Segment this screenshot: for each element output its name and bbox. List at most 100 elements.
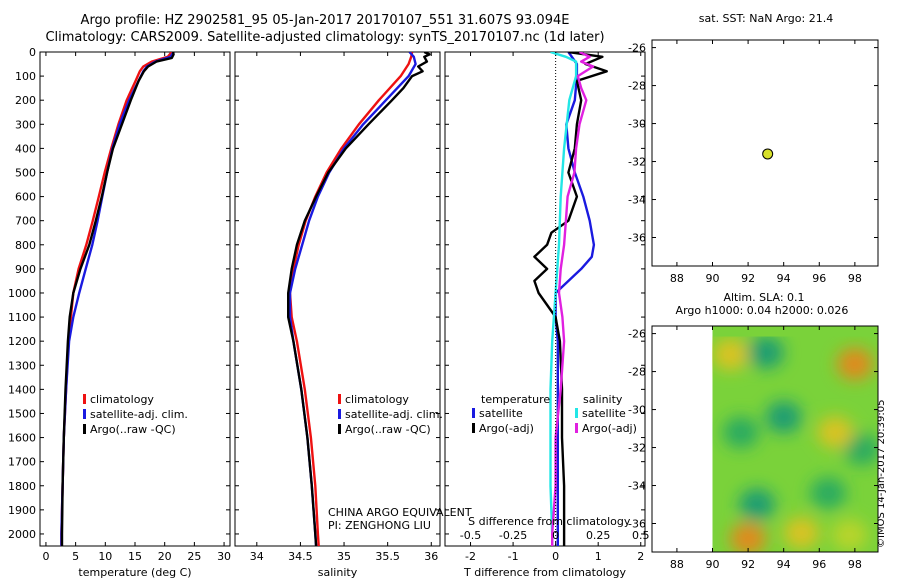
difference-xtick-label: -2 (465, 550, 476, 563)
difference-series-2 (533, 52, 608, 546)
sst-map-xtick-label: 96 (812, 272, 826, 285)
temperature-legend-label: climatology (90, 393, 154, 406)
sla-heatmap-feature (810, 477, 847, 510)
temperature-ytick-label: 900 (15, 263, 36, 276)
temperature-xtick-label: 0 (42, 550, 49, 563)
sla-heatmap-feature (843, 433, 878, 466)
salinity-legend-label: climatology (345, 393, 409, 406)
temperature-panel: 0100200300400500600700800900100011001200… (8, 46, 231, 579)
sst-map-xtick-label: 88 (670, 272, 684, 285)
temperature-ytick-label: 300 (15, 118, 36, 131)
sst-map-panel: 88 90 92 94 96 98 -26 -28 -30 -32 -34 -36 (628, 39, 879, 285)
temperature-ytick-label: 500 (15, 166, 36, 179)
temperature-ytick-label: 1300 (8, 359, 36, 372)
temperature-xtick-label: 30 (217, 550, 231, 563)
sla-map-ytick-label: -32 (628, 442, 646, 455)
temperature-ytick-label: 1800 (8, 480, 36, 493)
temperature-xtick-label: 25 (187, 550, 201, 563)
salinity-series-3 (287, 52, 431, 546)
sst-map-ytick-label: -34 (628, 194, 646, 207)
figure-title-line-2: Climatology: CARS2009. Satellite-adjuste… (45, 30, 605, 45)
sst-map-ytick-label: -28 (628, 80, 646, 93)
difference-temperature-legend-label: Argo(-adj) (479, 422, 534, 435)
temperature-legend-swatch (83, 409, 86, 419)
pi-label: PI: ZENGHONG LIU (328, 519, 431, 532)
temperature-frame (39, 51, 231, 547)
temperature-ytick-label: 200 (15, 94, 36, 107)
difference-temperature-legend-label: satellite (479, 407, 523, 420)
difference-xlabel: T difference from climatology (463, 566, 626, 579)
salinity-difference-tick-label: 0 (552, 529, 559, 542)
temperature-ytick-label: 2000 (8, 528, 36, 541)
difference-salinity-legend-swatch (575, 423, 578, 433)
temperature-ytick-label: 1400 (8, 383, 36, 396)
sla-heatmap-feature (765, 401, 802, 434)
sla-map-ytick-label: -28 (628, 366, 646, 379)
difference-series-4 (551, 52, 595, 546)
sla-map-xtick-label: 94 (777, 558, 791, 571)
temperature-ytick-label: 0 (29, 46, 36, 59)
sst-map-ytick-label: -26 (628, 42, 646, 55)
salinity-legend-swatch (338, 409, 341, 419)
sst-map-xtick-label: 90 (706, 272, 720, 285)
difference-legend-header-salinity: salinity (583, 393, 623, 406)
sst-map-xtick-label: 92 (741, 272, 755, 285)
salinity-difference-tick-label: 0.25 (586, 529, 611, 542)
temperature-xtick-label: 5 (72, 550, 79, 563)
difference-salinity-legend-label: satellite (582, 407, 626, 420)
sla-heatmap-feature (817, 416, 854, 449)
temperature-xtick-label: 20 (158, 550, 172, 563)
temperature-ytick-label: 800 (15, 239, 36, 252)
figure-title-line-1: Argo profile: HZ 2902581_95 05-Jan-2017 … (80, 13, 570, 28)
sla-map-xtick-label: 90 (706, 558, 720, 571)
temperature-ytick-label: 1700 (8, 456, 36, 469)
temperature-series-3 (60, 52, 175, 546)
sla-heatmap-feature (783, 517, 820, 550)
salinity-xtick-label: 34.5 (288, 550, 313, 563)
salinity-xtick-label: 35.5 (375, 550, 400, 563)
salinity-difference-label: S difference from climatology (468, 515, 631, 528)
difference-legend-header-temperature: temperature (481, 393, 550, 406)
difference-salinity-legend-label: Argo(-adj) (582, 422, 637, 435)
difference-xtick-label: 2 (637, 550, 644, 563)
float-position-marker (762, 148, 774, 160)
sst-map-title: sat. SST: NaN Argo: 21.4 (699, 12, 833, 25)
difference-salinity-legend-swatch (575, 408, 578, 418)
difference-temperature-legend-swatch (472, 423, 475, 433)
difference-series-3 (549, 52, 578, 546)
sla-map-ytick-label: -34 (628, 480, 646, 493)
temperature-legend-swatch (83, 424, 86, 434)
temperature-xtick-label: 10 (98, 550, 112, 563)
salinity-legend-label: satellite-adj. clim. (345, 408, 443, 421)
sla-map-ytick-label: -26 (628, 328, 646, 341)
sla-heatmap-feature (722, 416, 759, 449)
salinity-xlabel: salinity (318, 566, 358, 579)
difference-frame (444, 51, 646, 547)
temperature-xtick-label: 15 (128, 550, 142, 563)
temperature-ytick-label: 100 (15, 70, 36, 83)
salinity-difference-tick-label: 0.5 (632, 529, 650, 542)
temperature-ytick-label: 700 (15, 215, 36, 228)
temperature-ytick-label: 1000 (8, 287, 36, 300)
temperature-legend-label: Argo(..raw -QC) (90, 423, 176, 436)
temperature-ytick-label: 1200 (8, 335, 36, 348)
institution-label: CHINA ARGO EQUIVALENT (328, 506, 472, 519)
sla-map-ytick-label: -36 (628, 518, 646, 531)
sla-heatmap (712, 326, 878, 552)
temperature-ytick-label: 1500 (8, 407, 36, 420)
temperature-xlabel: temperature (deg C) (78, 566, 191, 579)
sla-heatmap-feature (712, 338, 749, 371)
difference-xtick-label: 0 (552, 550, 559, 563)
difference-temperature-legend-swatch (472, 408, 475, 418)
sst-map-ytick-label: -36 (628, 232, 646, 245)
sla-map-xtick-label: 88 (670, 558, 684, 571)
sla-map-xtick-label: 98 (848, 558, 862, 571)
temperature-ytick-label: 1100 (8, 311, 36, 324)
sla-map-panel: 88 90 92 94 96 98 -26 -28 -30 -32 -34 -36 (628, 325, 879, 571)
sla-map-subtitle: Argo h1000: 0.04 h2000: 0.026 (676, 304, 849, 317)
sst-map-xtick-label: 98 (848, 272, 862, 285)
salinity-difference-tick-label: -0.5 (460, 529, 481, 542)
sla-heatmap-feature (730, 522, 767, 552)
salinity-legend-swatch (338, 424, 341, 434)
temperature-legend-swatch (83, 394, 86, 404)
